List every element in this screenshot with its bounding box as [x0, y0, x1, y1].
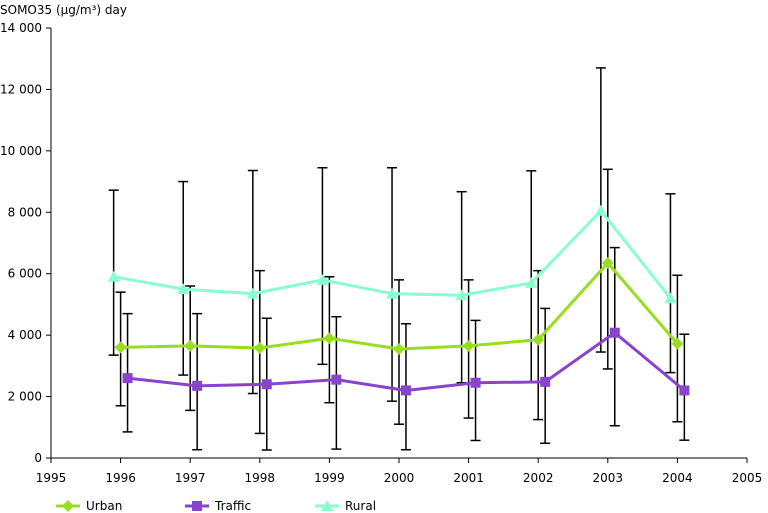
x-tick-label: 1997: [175, 471, 206, 485]
data-point-urban: [184, 339, 197, 352]
data-point-urban: [462, 339, 475, 352]
data-point-traffic: [122, 373, 133, 384]
data-point-urban: [671, 337, 684, 350]
x-tick-label: 1996: [105, 471, 136, 485]
x-tick-label: 2002: [523, 471, 554, 485]
data-point-traffic: [540, 376, 551, 387]
y-tick-label: 4 000: [8, 328, 42, 342]
data-point-traffic: [331, 374, 342, 385]
data-point-rural: [594, 204, 607, 216]
data-point-traffic: [192, 380, 203, 391]
data-point-rural: [246, 287, 259, 299]
data-point-traffic: [609, 327, 620, 338]
data-point-traffic: [470, 377, 481, 388]
legend-label: Urban: [86, 499, 122, 513]
error-bars: [108, 67, 690, 451]
data-markers: [107, 204, 690, 396]
data-point-traffic: [679, 385, 690, 396]
x-tick-label: 2000: [384, 471, 415, 485]
legend-item-rural: Rural: [315, 499, 376, 513]
data-point-urban: [532, 333, 545, 346]
y-tick-label: 10 000: [0, 144, 42, 158]
data-point-urban: [253, 342, 266, 355]
y-tick-label: 0: [34, 451, 42, 465]
data-point-rural: [107, 270, 120, 282]
data-point-rural: [386, 287, 399, 299]
legend-marker: [62, 500, 74, 512]
y-tick-label: 8 000: [8, 205, 42, 219]
y-tick-label: 14 000: [0, 21, 42, 35]
legend: Urban Traffic Rural: [56, 499, 376, 513]
y-tick-label: 2 000: [8, 390, 42, 404]
legend-item-urban: Urban: [56, 499, 122, 513]
data-point-urban: [601, 256, 614, 269]
data-point-traffic: [400, 385, 411, 396]
y-axis-label: SOMO35 (µg/m³) day: [0, 3, 127, 17]
legend-marker: [321, 500, 333, 511]
data-point-urban: [114, 341, 127, 354]
data-point-rural: [177, 283, 190, 295]
legend-item-traffic: Traffic: [185, 499, 251, 513]
data-point-traffic: [261, 379, 272, 390]
y-tick-label: 12 000: [0, 82, 42, 96]
data-point-rural: [455, 289, 468, 301]
legend-label: Traffic: [214, 499, 251, 513]
x-tick-label: 2004: [662, 471, 693, 485]
legend-marker: [192, 501, 202, 511]
x-tick-label: 2003: [593, 471, 624, 485]
data-point-rural: [525, 276, 538, 288]
x-tick-label: 2001: [453, 471, 484, 485]
data-point-rural: [664, 292, 677, 304]
x-tick-label: 2005: [732, 471, 763, 485]
data-point-urban: [393, 342, 405, 355]
axes: 0 2 000 4 000 6 000 8 000 10 000 12 000 14 000 1…: [0, 21, 762, 485]
x-tick-label: 1999: [314, 471, 345, 485]
y-tick-label: 6 000: [8, 267, 42, 281]
data-point-rural: [316, 273, 329, 285]
data-point-urban: [323, 332, 336, 345]
legend-label: Rural: [345, 499, 376, 513]
x-tick-label: 1995: [36, 471, 67, 485]
x-tick-label: 1998: [245, 471, 276, 485]
